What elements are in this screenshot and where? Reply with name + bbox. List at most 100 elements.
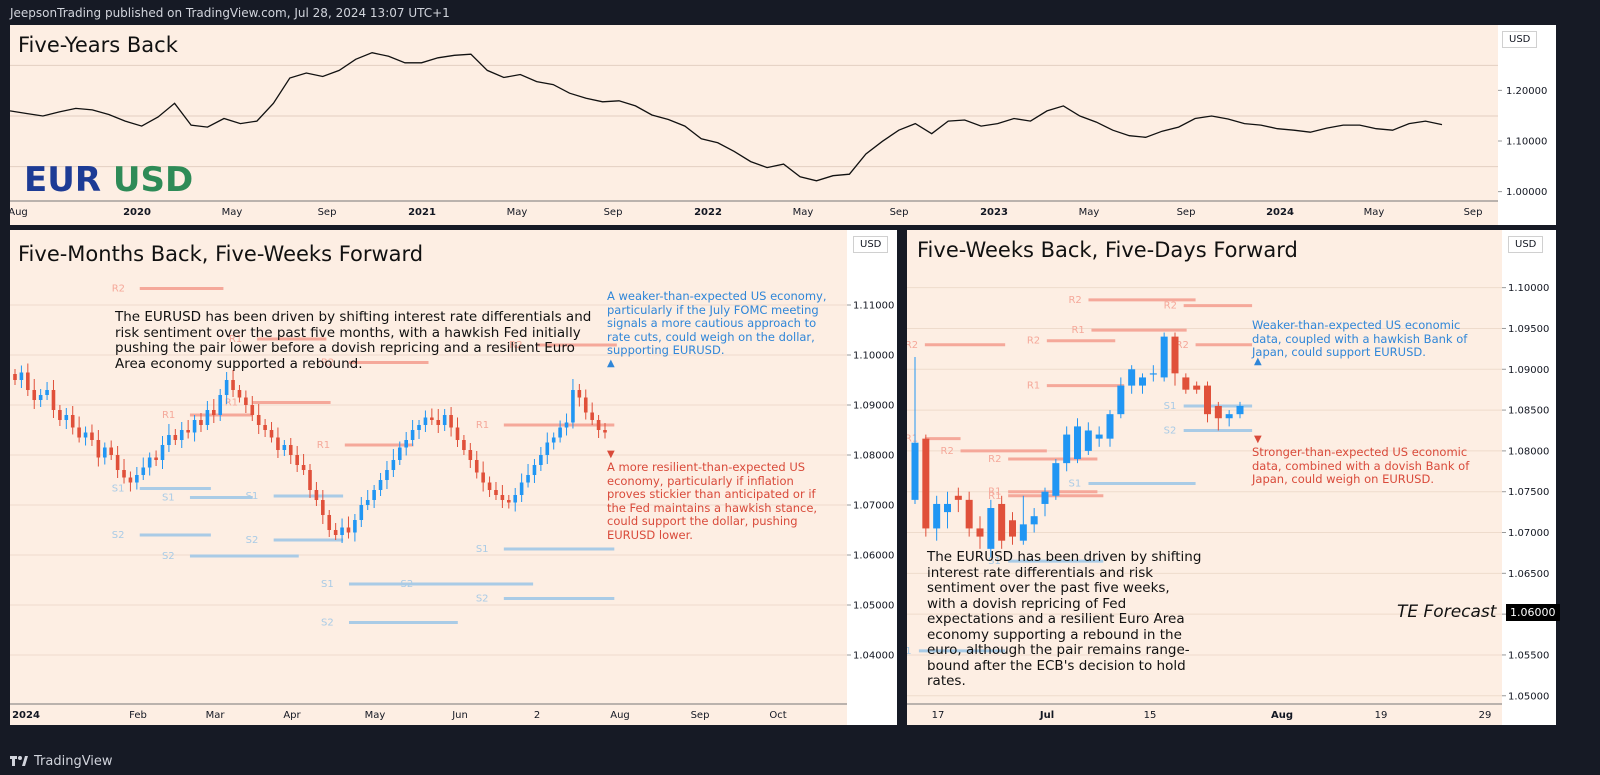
five-years-unit[interactable]: USD bbox=[1502, 31, 1538, 48]
candle-body bbox=[507, 500, 511, 503]
pivot-label: R1 bbox=[1027, 381, 1040, 392]
candle bbox=[1204, 381, 1211, 423]
five-months-commentary: The EURUSD has been driven by shifting i… bbox=[115, 309, 592, 372]
candle-body bbox=[1139, 377, 1146, 386]
pivot-label: S1 bbox=[1068, 479, 1081, 490]
pivot-label: R2 bbox=[509, 340, 522, 351]
pair-base: EUR bbox=[24, 160, 102, 200]
candle-body bbox=[494, 490, 498, 495]
candle bbox=[551, 432, 556, 450]
candle bbox=[1052, 459, 1060, 500]
candle bbox=[944, 491, 951, 529]
candle bbox=[436, 409, 441, 433]
candle bbox=[192, 415, 197, 442]
candle-body bbox=[998, 503, 1006, 541]
y-tick-label: 1.10000 bbox=[853, 351, 894, 362]
candle-body bbox=[295, 455, 299, 465]
candle-body bbox=[1182, 377, 1190, 390]
pivot-label: R2 bbox=[112, 284, 125, 295]
eurusd-five-year-line bbox=[10, 52, 1443, 182]
candle-body bbox=[564, 422, 569, 428]
candle-body bbox=[199, 420, 203, 425]
candle bbox=[70, 406, 75, 435]
candle bbox=[173, 429, 178, 445]
candle bbox=[1171, 332, 1179, 386]
footer-brand[interactable]: TradingView bbox=[10, 750, 113, 772]
candle bbox=[500, 485, 505, 508]
candle bbox=[571, 379, 575, 429]
candle-body bbox=[135, 475, 139, 483]
x-tick-label: 2024 bbox=[1266, 207, 1294, 218]
five-years-axis-ticks: 1.20000 1.10000 1.00000 bbox=[1498, 86, 1547, 198]
five-months-price-axis[interactable]: 1.11000 1.10000 1.09000 1.08000 1.07000 1.060… bbox=[847, 230, 897, 725]
candle bbox=[1041, 487, 1049, 517]
candle bbox=[532, 459, 537, 483]
candle bbox=[64, 408, 69, 429]
x-tick-label: May bbox=[1364, 207, 1385, 218]
candle bbox=[1149, 365, 1157, 382]
pivot-label: R1 bbox=[988, 487, 1001, 498]
candle-body bbox=[224, 380, 229, 395]
candle-body bbox=[179, 430, 184, 440]
five-years-title: Five-Years Back bbox=[18, 33, 178, 57]
pivot-label: R2 bbox=[988, 454, 1001, 465]
candle-body bbox=[558, 427, 562, 438]
candle-body bbox=[102, 447, 107, 458]
candle-body bbox=[404, 440, 408, 448]
y-tick-label: 1.04000 bbox=[853, 651, 894, 662]
candle bbox=[231, 370, 235, 397]
candle-body bbox=[1074, 426, 1081, 460]
candle bbox=[410, 420, 415, 446]
candle bbox=[58, 405, 62, 426]
candle-body bbox=[1041, 491, 1049, 504]
candle-body bbox=[173, 435, 178, 440]
candle-body bbox=[1106, 414, 1114, 439]
x-tick-label: Sep bbox=[1177, 207, 1196, 218]
pivot-label: R2 bbox=[1164, 301, 1177, 312]
x-tick-label: Feb bbox=[129, 710, 147, 721]
footer-brand-text: TradingView bbox=[34, 753, 113, 769]
y-tick-label: 1.08000 bbox=[1508, 446, 1549, 457]
pivot-label: R1 bbox=[162, 410, 175, 421]
candle bbox=[385, 461, 389, 489]
candle-body bbox=[340, 527, 344, 535]
five-years-price-axis[interactable]: 1.20000 1.10000 1.00000 USD bbox=[1498, 25, 1556, 225]
candle bbox=[109, 440, 113, 460]
candle bbox=[256, 404, 261, 434]
candle-body bbox=[965, 499, 973, 529]
y-tick-label: 1.20000 bbox=[1506, 86, 1547, 97]
candle-body bbox=[976, 528, 984, 537]
tradingview-logo-icon bbox=[10, 756, 28, 766]
five-weeks-unit[interactable]: USD bbox=[1508, 236, 1544, 253]
candle-body bbox=[96, 440, 101, 458]
candle-body bbox=[147, 457, 152, 468]
five-weeks-commentary: The EURUSD has been driven by shifting i… bbox=[927, 549, 1202, 689]
candle bbox=[372, 485, 376, 508]
candle bbox=[154, 450, 158, 466]
bear-arrow-icon: ▼ bbox=[1254, 434, 1262, 445]
candle bbox=[590, 402, 594, 425]
candle-body bbox=[269, 430, 274, 438]
pivot-label: R1 bbox=[988, 491, 1001, 502]
five-weeks-price-axis[interactable]: 1.10000 1.09500 1.09000 1.08500 1.08000 1.075… bbox=[1502, 230, 1560, 725]
candle-body bbox=[1052, 463, 1060, 496]
pair-label: EUR USD bbox=[24, 160, 193, 200]
pivot-label: R1 bbox=[229, 334, 242, 345]
candle bbox=[1117, 377, 1125, 419]
candle-body bbox=[944, 503, 951, 513]
x-tick-label: 2023 bbox=[980, 207, 1008, 218]
candle-body bbox=[442, 415, 447, 425]
candle bbox=[147, 452, 152, 476]
candle-body bbox=[288, 445, 293, 455]
candle bbox=[308, 464, 312, 498]
candle bbox=[244, 390, 248, 413]
x-tick-label: Sep bbox=[318, 207, 337, 218]
candle-body bbox=[314, 490, 319, 500]
candle bbox=[423, 410, 428, 432]
candle bbox=[346, 516, 351, 539]
candle bbox=[135, 467, 139, 490]
candle bbox=[462, 435, 466, 455]
five-months-unit[interactable]: USD bbox=[853, 236, 889, 253]
candle bbox=[954, 487, 962, 513]
pivot-label: S1 bbox=[988, 556, 1001, 567]
